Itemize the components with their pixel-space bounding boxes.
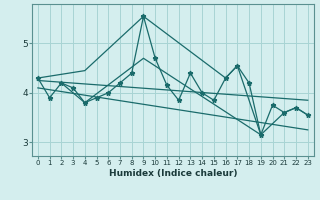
X-axis label: Humidex (Indice chaleur): Humidex (Indice chaleur)	[108, 169, 237, 178]
